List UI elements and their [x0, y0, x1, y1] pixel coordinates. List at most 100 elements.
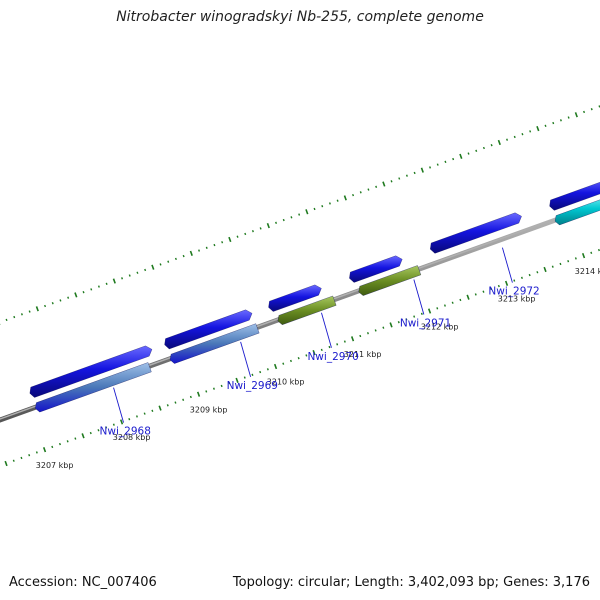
minor-tick: [12, 459, 15, 462]
major-tick: [536, 125, 540, 132]
kbp-label: 3208 kbp: [113, 433, 151, 442]
minor-tick: [321, 205, 324, 208]
minor-tick: [352, 193, 355, 197]
minor-tick: [375, 185, 378, 188]
major-tick: [228, 236, 232, 243]
gene-arrow: [268, 284, 322, 312]
minor-tick: [490, 144, 493, 147]
minor-tick: [583, 110, 586, 114]
minor-tick: [529, 130, 532, 133]
major-tick: [273, 363, 278, 370]
kbp-label: 3211 kbp: [344, 350, 382, 359]
gene-label[interactable]: Nwi_2972: [488, 286, 539, 298]
gene-tracks: [29, 182, 600, 413]
minor-tick: [367, 188, 370, 191]
minor-tick: [452, 157, 455, 161]
minor-tick: [66, 440, 69, 443]
major-tick: [312, 350, 316, 356]
kbp-label: 3213 kbp: [498, 295, 536, 304]
minor-tick: [413, 171, 416, 175]
minor-tick: [51, 302, 54, 305]
minor-tick: [51, 445, 54, 449]
gene-leader-line: [240, 341, 252, 378]
kbp-label: 3210 kbp: [267, 378, 305, 387]
minor-tick: [212, 387, 215, 390]
major-tick: [305, 209, 309, 215]
major-tick: [420, 167, 424, 173]
minor-tick: [289, 359, 292, 363]
minor-tick: [205, 246, 208, 249]
minor-tick: [35, 451, 38, 454]
minor-tick: [444, 160, 447, 164]
major-tick: [196, 391, 201, 397]
minor-tick: [28, 310, 31, 313]
major-tick: [427, 308, 432, 314]
minor-tick: [536, 271, 539, 274]
minor-tick: [413, 315, 416, 318]
gene-label[interactable]: Nwi_2970: [307, 351, 358, 363]
minor-tick: [451, 301, 454, 304]
minor-tick: [429, 166, 432, 169]
minor-tick: [420, 312, 423, 316]
minor-tick: [82, 290, 85, 294]
minor-tick: [128, 274, 131, 277]
gene-label[interactable]: Nwi_2971: [400, 318, 451, 330]
major-tick: [459, 153, 463, 159]
minor-tick: [58, 442, 61, 446]
gene-label[interactable]: Nwi_2969: [227, 380, 278, 392]
minor-tick: [567, 116, 570, 119]
minor-tick: [89, 431, 92, 435]
major-tick: [235, 377, 239, 383]
minor-tick: [590, 108, 593, 111]
minor-tick: [366, 332, 369, 335]
minor-tick: [220, 384, 223, 388]
minor-tick: [236, 235, 239, 238]
gene-arrow: [35, 362, 152, 413]
minor-tick: [74, 437, 77, 440]
major-tick: [266, 222, 270, 229]
minor-tick: [266, 368, 269, 371]
minor-tick: [5, 318, 8, 322]
minor-tick: [459, 298, 462, 302]
minor-tick: [590, 251, 593, 255]
minor-tick: [520, 276, 523, 279]
accession-text: Accession: NC_007406: [9, 575, 157, 590]
minor-tick: [282, 218, 285, 222]
minor-tick: [359, 191, 362, 194]
minor-tick: [497, 284, 500, 288]
major-tick: [574, 112, 578, 118]
minor-tick: [405, 318, 408, 321]
major-tick: [343, 195, 347, 201]
minor-tick: [513, 135, 516, 139]
gene-label[interactable]: Nwi_2968: [100, 426, 151, 438]
minor-tick: [490, 287, 493, 291]
gene-leader-line: [501, 247, 513, 283]
minor-tick: [528, 273, 531, 277]
major-tick: [35, 306, 39, 312]
major-tick: [112, 278, 116, 284]
minor-tick: [105, 282, 108, 286]
gene-arrow: [169, 323, 260, 364]
major-tick: [42, 447, 47, 453]
minor-tick: [28, 454, 31, 457]
minor-tick: [112, 423, 115, 426]
minor-tick: [121, 277, 124, 280]
minor-tick: [105, 426, 108, 429]
gene-labels: Nwi_2968 Nwi_2969 Nwi_2970 Nwi_2971 Nwi_2972: [100, 247, 540, 438]
minor-tick: [166, 404, 169, 407]
minor-tick: [398, 177, 401, 180]
minor-tick: [313, 207, 316, 211]
minor-tick: [305, 354, 308, 357]
minor-tick: [44, 304, 47, 308]
minor-tick: [559, 262, 562, 266]
minor-tick: [290, 216, 293, 219]
minor-tick: [336, 199, 339, 202]
minor-tick: [474, 293, 477, 296]
minor-tick: [67, 296, 70, 299]
minor-tick: [143, 412, 146, 415]
minor-tick: [97, 429, 100, 432]
major-tick: [382, 181, 386, 187]
gene-arrow: [29, 345, 153, 398]
minor-tick: [135, 415, 138, 418]
